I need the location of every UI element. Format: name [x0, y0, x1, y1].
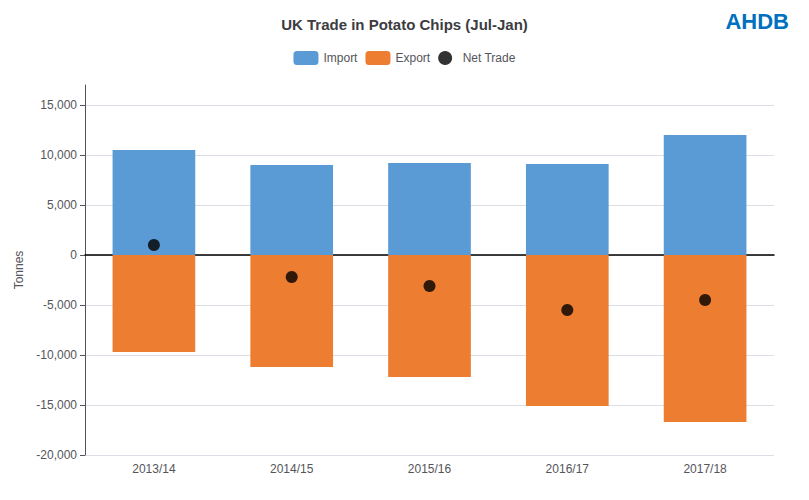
- svg-text:15,000: 15,000: [40, 98, 77, 112]
- svg-text:Net Trade: Net Trade: [463, 51, 516, 65]
- svg-text:0: 0: [70, 248, 77, 262]
- svg-text:Import: Import: [323, 51, 358, 65]
- svg-text:-5,000: -5,000: [43, 298, 77, 312]
- svg-text:2016/17: 2016/17: [546, 462, 590, 476]
- svg-text:AHDB: AHDB: [725, 9, 789, 34]
- svg-text:10,000: 10,000: [40, 148, 77, 162]
- svg-text:2013/14: 2013/14: [132, 462, 176, 476]
- svg-text:UK Trade in Potato Chips (Jul-: UK Trade in Potato Chips (Jul-Jan): [281, 16, 528, 33]
- svg-text:-15,000: -15,000: [36, 398, 77, 412]
- svg-text:Tonnes: Tonnes: [12, 251, 26, 290]
- svg-text:-10,000: -10,000: [36, 348, 77, 362]
- svg-text:2015/16: 2015/16: [408, 462, 452, 476]
- svg-text:2014/15: 2014/15: [270, 462, 314, 476]
- svg-text:2017/18: 2017/18: [683, 462, 727, 476]
- svg-text:5,000: 5,000: [47, 198, 77, 212]
- svg-text:-20,000: -20,000: [36, 448, 77, 462]
- svg-text:Export: Export: [395, 51, 430, 65]
